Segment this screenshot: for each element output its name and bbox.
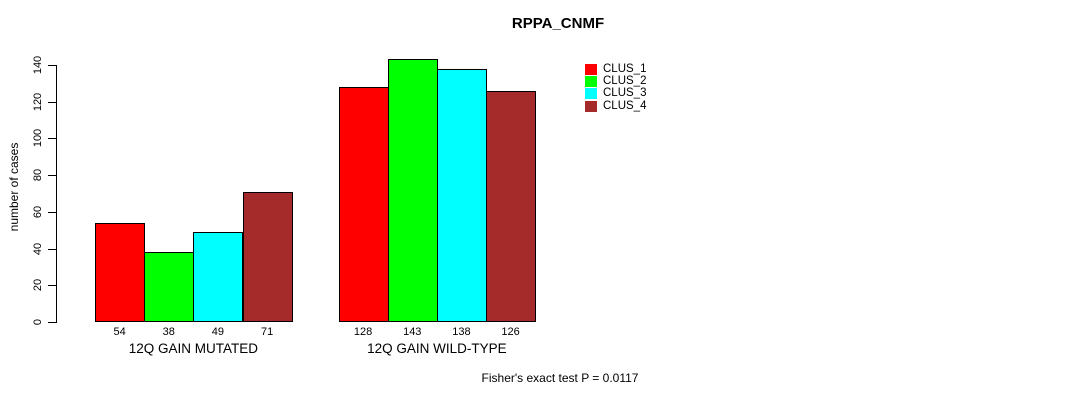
bar-value-label: 71 bbox=[260, 326, 274, 338]
bar-value-label: 49 bbox=[211, 326, 225, 338]
y-tick bbox=[48, 138, 56, 140]
y-tick-label: 120 bbox=[32, 92, 44, 111]
legend-label: CLUS_3 bbox=[603, 87, 647, 100]
bar-clus_4-group1 bbox=[243, 192, 293, 322]
statistical-test-caption: Fisher's exact test P = 0.0117 bbox=[481, 371, 639, 385]
bar-clus_1-group2 bbox=[339, 87, 389, 322]
chart-title: RPPA_CNMF bbox=[511, 15, 605, 32]
legend-label: CLUS_2 bbox=[603, 75, 647, 88]
y-tick-label: 140 bbox=[32, 55, 44, 75]
legend-label: CLUS_1 bbox=[603, 63, 647, 75]
y-tick bbox=[48, 322, 56, 323]
y-tick-label: 60 bbox=[32, 205, 44, 218]
y-tick bbox=[48, 285, 56, 287]
legend-swatch-clus_3 bbox=[585, 88, 597, 100]
bar-clus_4-group2 bbox=[486, 91, 536, 322]
group-label: 12Q GAIN WILD-TYPE bbox=[367, 341, 507, 356]
y-tick bbox=[48, 211, 56, 213]
legend-label: CLUS_4 bbox=[603, 99, 647, 112]
y-axis-line bbox=[56, 65, 57, 323]
y-tick-label: 40 bbox=[32, 242, 44, 255]
y-tick-label: 20 bbox=[32, 279, 44, 292]
bar-clus_1-group1 bbox=[95, 223, 145, 322]
legend-swatch-clus_4 bbox=[585, 100, 597, 112]
legend-swatch-clus_1 bbox=[585, 64, 597, 75]
y-tick bbox=[48, 175, 56, 177]
group-label: 12Q GAIN MUTATED bbox=[128, 341, 258, 356]
y-axis-label: number of cases bbox=[7, 142, 21, 232]
bar-clus_3-group2 bbox=[437, 69, 487, 322]
bar-clus_2-group1 bbox=[144, 252, 194, 322]
legend-swatch-clus_2 bbox=[585, 76, 597, 88]
bar-clus_2-group2 bbox=[388, 59, 438, 322]
y-tick bbox=[48, 101, 56, 103]
bar-value-label: 38 bbox=[162, 326, 175, 338]
bar-clus_3-group1 bbox=[193, 232, 243, 322]
bar-value-label: 54 bbox=[113, 326, 126, 338]
y-tick-label: 0 bbox=[32, 318, 44, 326]
y-tick-label: 80 bbox=[32, 169, 44, 182]
bar-value-label: 126 bbox=[501, 326, 520, 338]
y-tick-label: 100 bbox=[32, 129, 44, 148]
bar-value-label: 128 bbox=[353, 326, 373, 338]
bar-value-label: 143 bbox=[403, 326, 422, 338]
y-tick bbox=[48, 248, 56, 250]
bar-value-label: 138 bbox=[452, 326, 471, 338]
y-tick bbox=[48, 65, 56, 66]
